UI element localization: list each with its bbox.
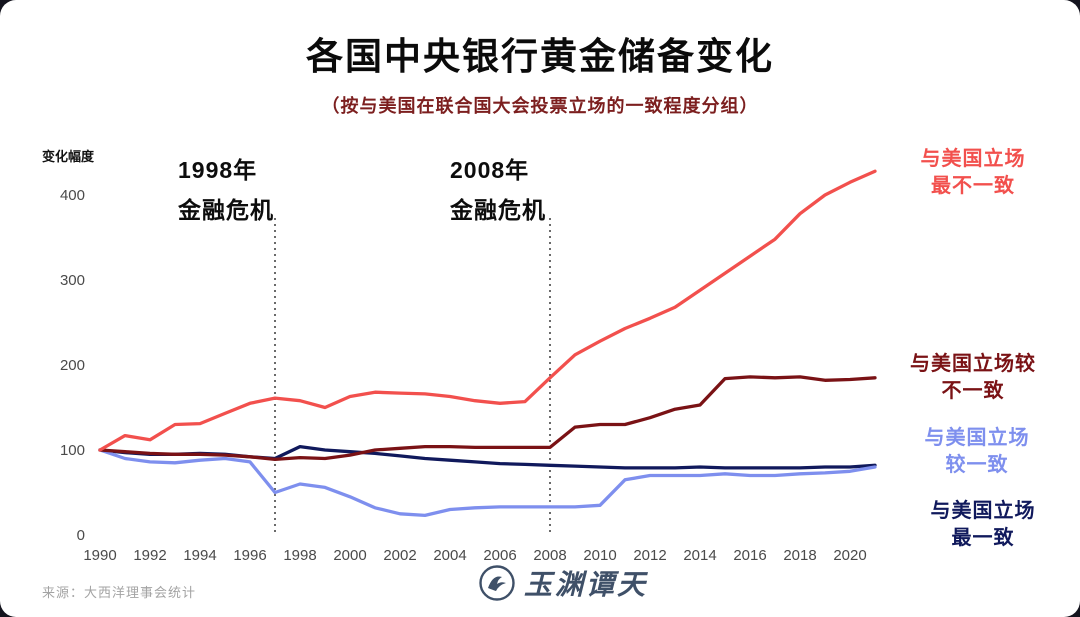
x-tick-label: 2014: [683, 547, 716, 564]
legend-label-line: 与美国立场: [924, 427, 1030, 449]
series-line-与美国立场最不一致: [98, 169, 877, 452]
x-tick-label: 2020: [833, 547, 866, 564]
y-tick-label: 300: [60, 272, 85, 289]
x-tick-label: 2004: [433, 547, 466, 564]
legend-less-consistent: 与美国立场较 不一致: [878, 351, 1068, 405]
y-tick-label: 100: [60, 442, 85, 459]
y-tick-label: 200: [60, 357, 85, 374]
crisis-annotation-2008: 2008年 金融危机: [450, 150, 546, 230]
page-subtitle: （按与美国在联合国大会投票立场的一致程度分组）: [321, 96, 759, 116]
x-tick-label: 2006: [483, 547, 516, 564]
page-title: 各国中央银行黄金储备变化: [306, 36, 774, 77]
series-line-与美国立场最一致: [98, 444, 877, 470]
legend-label-line: 与美国立场: [920, 148, 1026, 170]
legend-most-inconsistent: 与美国立场 最不一致: [878, 146, 1068, 200]
x-tick-label: 2012: [633, 547, 666, 564]
x-tick-label: 2018: [783, 547, 816, 564]
x-tick-label: 2016: [733, 547, 766, 564]
legend-label-line: 与美国立场: [930, 500, 1036, 522]
x-tick-label: 2002: [383, 547, 416, 564]
series-line-与美国立场较不一致: [98, 375, 877, 462]
line-chart: 0 100 200 300 400 1990 1992 1994 1996 1998 2000 200…: [35, 130, 905, 575]
annotation-line: 1998年: [178, 157, 258, 183]
x-tick-label: 2008: [533, 547, 566, 564]
series-line-与美国立场较一致: [98, 448, 877, 518]
legend-more-consistent: 与美国立场 较一致: [882, 425, 1072, 479]
x-tick-label: 2000: [333, 547, 366, 564]
legend-label-line: 最不一致: [931, 175, 1015, 197]
crisis-annotation-1998: 1998年 金融危机: [178, 150, 274, 230]
annotation-line: 金融危机: [178, 197, 274, 223]
x-tick-label: 1994: [183, 547, 216, 564]
x-tick-label: 1992: [133, 547, 166, 564]
annotation-line: 金融危机: [450, 197, 546, 223]
x-tick-label: 1998: [283, 547, 316, 564]
x-tick-label: 2010: [583, 547, 616, 564]
x-tick-label: 1990: [83, 547, 116, 564]
x-tick-label: 1996: [233, 547, 266, 564]
y-tick-label: 0: [77, 527, 85, 544]
y-tick-label: 400: [60, 187, 85, 204]
legend-label-line: 不一致: [941, 380, 1005, 402]
legend-label-line: 与美国立场较: [910, 353, 1036, 375]
brand-logo-text: 玉渊谭天: [524, 568, 649, 601]
brand-logo-icon: [479, 565, 515, 601]
y-axis-label: 变化幅度: [42, 149, 95, 164]
legend-most-consistent: 与美国立场 最一致: [888, 498, 1078, 552]
annotation-line: 2008年: [450, 157, 530, 183]
source-note: 来源：大西洋理事会统计: [42, 585, 197, 600]
legend-label-line: 较一致: [945, 454, 1009, 476]
chart-canvas: 0 100 200 300 400 1990 1992 1994 1996 1998 2000 200…: [60, 169, 877, 564]
brand-logo: 玉渊谭天: [478, 563, 648, 603]
legend-label-line: 最一致: [951, 527, 1015, 549]
